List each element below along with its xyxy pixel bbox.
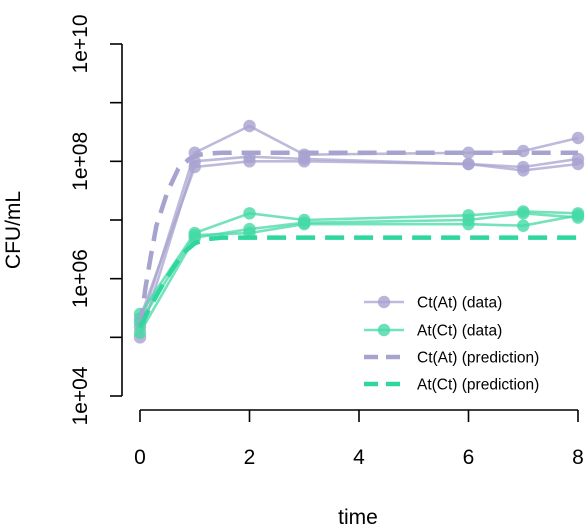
legend-entry: Ct(At) (prediction) [364, 350, 539, 367]
x-tick-label: 4 [353, 446, 365, 469]
replicate-line [138, 214, 579, 324]
replicate-line [138, 210, 579, 315]
y-tick-label: 1e+08 [69, 132, 92, 191]
data-point [517, 207, 530, 220]
data-point [188, 160, 201, 174]
data-point [188, 229, 201, 242]
data-point [517, 164, 530, 177]
data-point [243, 207, 256, 220]
legend: Ct(At) (data) At(Ct) (data) Ct(At) (predic… [364, 295, 539, 394]
legend-label: Ct(At) (prediction) [417, 350, 539, 367]
y-tick-label: 1e+04 [69, 366, 92, 425]
x-tick-label: 2 [244, 446, 256, 469]
data-point [462, 146, 475, 159]
prediction-line-at_pred [137, 235, 578, 329]
x-tick-label: 0 [134, 446, 146, 469]
x-axis-title: time [338, 506, 378, 529]
y-tick-label: 1e+06 [69, 249, 92, 308]
replicate-line [138, 212, 579, 334]
data-point [462, 157, 475, 171]
legend-swatch-point [377, 295, 391, 309]
data-point [462, 217, 475, 231]
series-at_data [133, 205, 585, 339]
prediction-line-ct_pred [137, 150, 578, 328]
legend-entry: At(Ct) (data) [364, 323, 502, 340]
legend-label: At(Ct) (data) [417, 323, 502, 340]
series-layer [133, 119, 585, 344]
legend-entry: Ct(At) (data) [364, 295, 502, 312]
legend-label: Ct(At) (data) [417, 295, 502, 312]
y-tick-label: 1e+10 [69, 15, 92, 74]
y-axis-title: CFU/mL [2, 191, 25, 269]
data-point [571, 157, 585, 171]
data-point [298, 155, 311, 168]
axes: 0 2 4 6 8 1e+04 1e+06 1e+08 1e+10 [69, 15, 584, 469]
x-tick-label: 6 [463, 446, 475, 469]
data-point [133, 326, 147, 339]
data-point [571, 209, 585, 222]
legend-label: At(Ct) (prediction) [417, 377, 539, 394]
data-point [298, 217, 311, 231]
data-point [243, 119, 256, 133]
data-point [517, 219, 530, 232]
x-tick-label: 8 [572, 446, 584, 469]
series-ct_data [133, 119, 585, 344]
legend-entry: At(Ct) (prediction) [364, 377, 539, 394]
replicate-line [138, 155, 579, 338]
data-point [571, 131, 585, 145]
data-point [243, 155, 256, 168]
legend-swatch-point [377, 323, 391, 337]
